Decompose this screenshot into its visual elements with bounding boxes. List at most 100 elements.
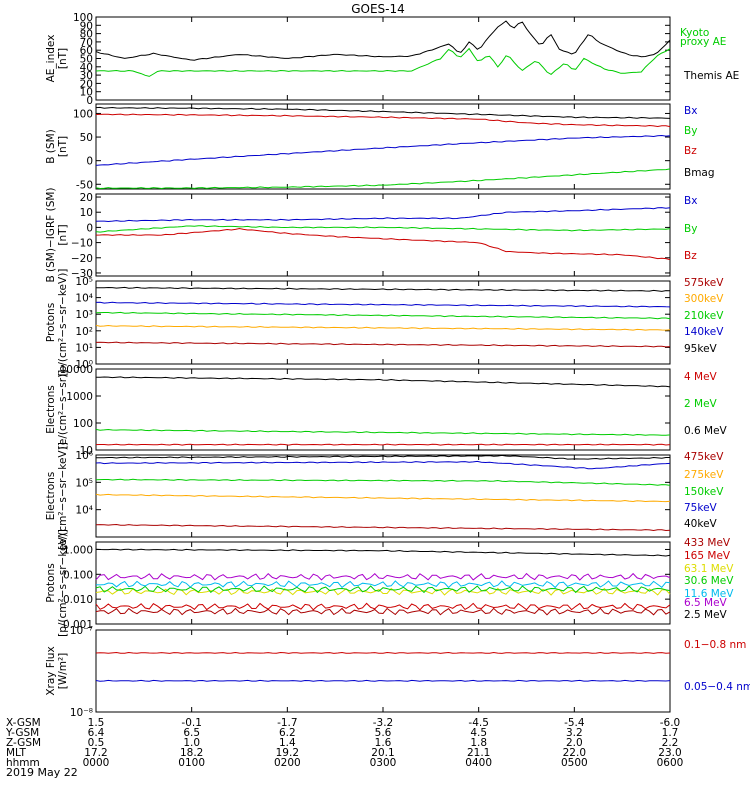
y-tick-label: 0.010 [63, 594, 93, 606]
legend-label: 75keV [684, 502, 718, 514]
y-axis-title: Electrons[e/(cm²−s−sr−keV)] [45, 442, 69, 550]
orbit-value: 0600 [657, 757, 684, 769]
orbit-value: 2.0 [566, 737, 583, 749]
series-line [95, 602, 671, 611]
y-tick-label: 10² [75, 326, 93, 338]
legend-label: 433 MeV [684, 537, 731, 549]
legend-label: 40keV [684, 518, 718, 530]
y-tick-label: 20 [80, 78, 93, 90]
legend-label: 4 MeV [684, 371, 718, 383]
series-line [95, 47, 671, 77]
panel-frame [95, 368, 671, 451]
orbit-value: 0400 [465, 757, 492, 769]
orbit-value: -3.2 [373, 717, 394, 729]
orbit-row-label: X-GSM [6, 717, 41, 729]
y-tick-label: −20 [71, 253, 93, 265]
orbit-value: -5.4 [564, 717, 585, 729]
legend-label: 140keV [684, 326, 724, 338]
orbit-value: 1.8 [470, 737, 487, 749]
y-tick-label: 0 [86, 156, 93, 168]
series-line [95, 341, 671, 348]
orbit-value: -6.0 [660, 717, 681, 729]
series-line [95, 587, 671, 596]
series-line [95, 227, 671, 261]
y-tick-label: 70 [80, 37, 93, 49]
date-label: 2019 May 22 [6, 766, 78, 779]
orbit-value: 1.5 [88, 717, 105, 729]
legend-label: proxy AE [680, 36, 726, 48]
panel-protons1: 10⁰ 10¹ 10² 10³ 10⁴ 10⁵ Protons[p/(cm²−s−sr−ke… [45, 269, 724, 377]
y-tick-label: 10⁵ [75, 477, 93, 489]
panel-electrons2: 10⁴ 10⁵ 10⁶ Electrons[e/(cm²−s−sr−keV)] 475k… [45, 442, 724, 550]
legend-label: 210keV [684, 310, 724, 322]
series-line [95, 493, 671, 503]
orbit-value: 17.2 [84, 747, 107, 759]
plot-title: GOES-14 [351, 2, 405, 16]
series-line [95, 168, 671, 190]
y-tick-label: 90 [80, 20, 93, 32]
y-tick-label: -50 [76, 179, 93, 191]
series-line [96, 376, 671, 388]
orbit-row-label: Y-GSM [5, 727, 39, 739]
legend-label: 30.6 MeV [684, 575, 734, 587]
orbit-value: 4.5 [470, 727, 487, 739]
legend-label: 0.05−0.4 nm [684, 681, 750, 693]
orbit-value: 5.6 [375, 727, 392, 739]
legend-label: 165 MeV [684, 550, 731, 562]
panels-group: 0102030405060708090100AE_index[nT]Kyotop… [45, 12, 750, 719]
legend-label: 2.5 MeV [684, 609, 728, 621]
series-line [95, 113, 671, 128]
legend-label: 63.1 MeV [684, 563, 734, 575]
y-tick-label: 20 [80, 192, 93, 204]
y-tick-label: 10³ [75, 309, 93, 321]
orbit-value: 19.2 [276, 747, 299, 759]
orbit-row-label: MLT [6, 747, 26, 759]
legend-label: 6.5 MeV [684, 597, 728, 609]
orbit-table: X-GSM 1.5 -0.1 -1.7 -3.2 -4.5 -5.4 -6.0 Y-GSM 6.4… [5, 717, 683, 769]
orbit-value: -0.1 [181, 717, 202, 729]
legend-label: By [684, 125, 697, 137]
series-line [95, 523, 671, 532]
y-axis-title: Protons[p/(cm²−s−sr−keV)] [45, 529, 69, 637]
legend-label: Bz [684, 250, 697, 262]
y-axis-title: B (SM)−IGRF (SM)[nT] [45, 187, 69, 282]
y-tick-label: 10⁶ [75, 450, 93, 462]
y-tick-label: 0 [86, 95, 93, 107]
legend-label: Themis AE [683, 70, 739, 82]
orbit-value: 0.5 [88, 737, 105, 749]
y-tick-label: 1000 [66, 391, 93, 403]
y-tick-label: 10⁻⁷ [70, 625, 93, 637]
y-axis-title: AE_index[nT] [45, 35, 69, 83]
legend-label: Bx [684, 105, 697, 117]
orbit-value: 6.2 [279, 727, 296, 739]
orbit-value: 2.2 [662, 737, 679, 749]
legend-label: By [684, 223, 697, 235]
orbit-value: 0100 [178, 757, 205, 769]
y-axis-title: Xray Flux[W/m²] [45, 646, 69, 695]
orbit-value: 1.4 [279, 737, 296, 749]
y-tick-label: 50 [80, 54, 93, 66]
legend-label: 150keV [684, 486, 724, 498]
y-tick-label: 30 [80, 70, 93, 82]
legend-label: 275keV [684, 469, 724, 481]
orbit-value: 1.6 [375, 737, 392, 749]
y-tick-label: 0.100 [63, 569, 93, 581]
series-line [95, 207, 671, 223]
y-tick-label: 10⁴ [75, 293, 93, 305]
y-tick-label: 10¹ [75, 342, 93, 354]
orbit-value: 18.2 [180, 747, 203, 759]
orbit-row-label: Z-GSM [6, 737, 41, 749]
y-tick-label: 10000 [60, 364, 93, 376]
y-tick-label: 60 [80, 45, 93, 57]
y-tick-label: 80 [80, 29, 93, 41]
legend-label: Kyoto [680, 27, 709, 39]
y-tick-label: 1.000 [63, 544, 93, 556]
series-line [95, 134, 671, 166]
series-line [95, 679, 671, 682]
orbit-value: -1.7 [277, 717, 298, 729]
y-axis-title: Electrons[e/(cm²−s−sr)] [45, 370, 69, 449]
y-tick-label: 10⁵ [75, 276, 93, 288]
